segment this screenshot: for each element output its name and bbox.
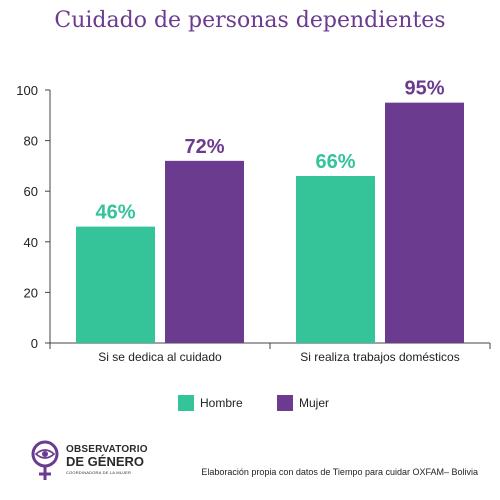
logo-line3: COORDINADORA DE LA MUJER <box>66 470 132 475</box>
bar-mujer-1 <box>385 102 464 344</box>
legend: Hombre Mujer <box>0 395 500 415</box>
logo-line2: DE GÉNERO <box>66 454 145 469</box>
x-category-label: Si se dedica al cuidado <box>98 350 222 364</box>
bar-hombre-1 <box>296 176 375 343</box>
legend-swatch-mujer <box>277 395 293 411</box>
y-tick-label: 80 <box>24 134 38 149</box>
logo-line1: OBSERVATORIO <box>66 444 148 455</box>
data-label: 95% <box>404 78 444 100</box>
y-tick-label: 40 <box>24 235 38 250</box>
source-note: Elaboración propia con datos de Tiempo p… <box>201 467 478 477</box>
legend-swatch-hombre <box>178 395 194 411</box>
y-tick-label: 20 <box>24 285 38 300</box>
legend-item-hombre: Hombre <box>178 395 243 411</box>
chart-title: Cuidado de personas dependientes <box>54 8 446 33</box>
bar-mujer-0 <box>165 160 244 343</box>
female-symbol-eye-icon <box>31 440 59 480</box>
legend-item-mujer: Mujer <box>277 395 329 411</box>
bar-chart: 0 20 40 60 80 100 46% 72% Si se dedica al cuidad… <box>16 78 491 364</box>
data-label: 72% <box>184 136 224 158</box>
bar-hombre-0 <box>76 226 155 343</box>
data-label: 46% <box>95 202 135 224</box>
observatorio-logo: OBSERVATORIO DE GÉNERO COORDINADORA DE L… <box>28 440 198 480</box>
legend-label-mujer: Mujer <box>299 396 330 410</box>
y-tick-label: 100 <box>16 83 38 98</box>
y-tick-label: 60 <box>24 184 38 199</box>
legend-label-hombre: Hombre <box>200 396 243 410</box>
x-category-label: Si realiza trabajos domésticos <box>300 350 459 364</box>
y-tick-label: 0 <box>31 336 38 351</box>
data-label: 66% <box>315 151 355 173</box>
